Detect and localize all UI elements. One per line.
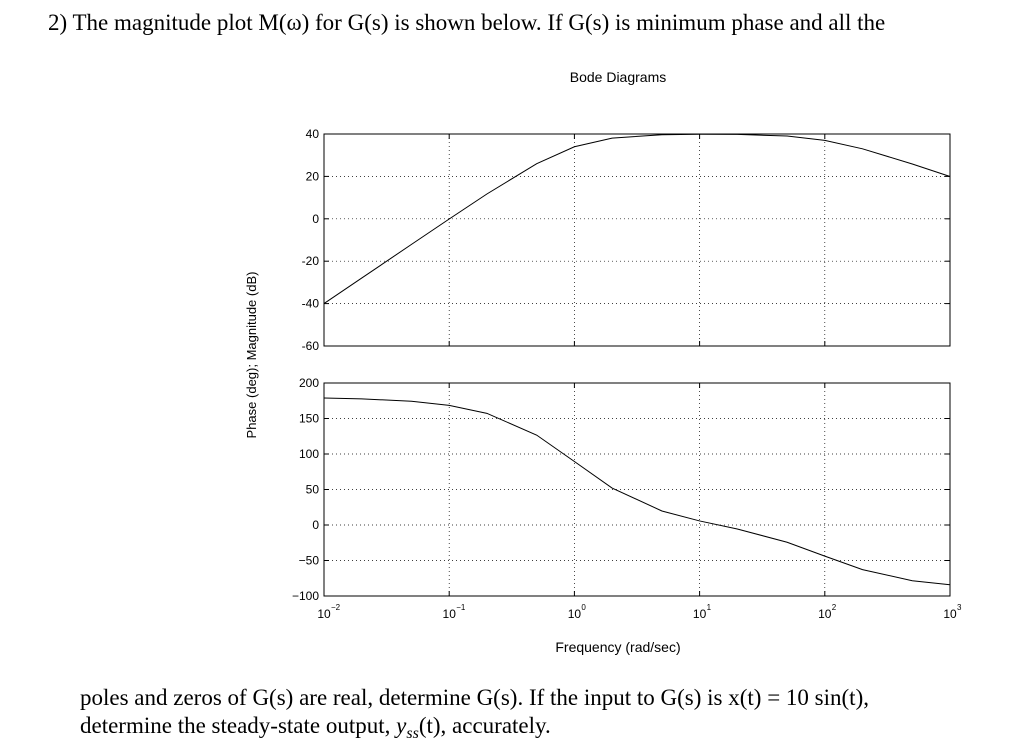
question-line: determine the steady-state output, yss(t…	[80, 713, 551, 742]
text: determine the steady-state output,	[80, 713, 396, 738]
x-axis-label: Frequency (rad/sec)	[555, 639, 680, 655]
y-tick-label: -20	[302, 254, 320, 268]
text: ss	[406, 725, 418, 742]
question-line: poles and zeros of G(s) are real, determ…	[80, 685, 869, 710]
y-tick-label: 20	[306, 169, 320, 183]
y-tick-label: −50	[299, 554, 320, 568]
x-tick-label: 10	[693, 607, 707, 621]
x-tick-exponent: 1	[707, 603, 712, 612]
data-line	[323, 397, 951, 586]
y-tick-label: 0	[312, 212, 319, 226]
x-tick-exponent: −2	[331, 603, 341, 612]
x-tick-label: 10	[943, 607, 957, 621]
y-axis-label: Phase (deg); Magnitude (dB)	[244, 272, 259, 439]
text: (t), accurately.	[419, 713, 551, 738]
question-line: 2) The magnitude plot M(ω) for G(s) is s…	[48, 10, 885, 35]
x-tick-label: 10	[818, 607, 832, 621]
x-tick-exponent: 2	[832, 603, 837, 612]
y-tick-label: 150	[299, 412, 319, 426]
data-line	[323, 133, 951, 305]
y-tick-label: −100	[292, 589, 319, 603]
x-tick-label: 10	[317, 607, 331, 621]
x-tick-exponent: 0	[581, 603, 586, 612]
x-tick-exponent: 3	[957, 603, 962, 612]
text: y	[394, 713, 407, 738]
y-tick-label: 40	[306, 127, 320, 141]
chart-title: Bode Diagrams	[570, 69, 667, 85]
y-tick-label: 0	[312, 518, 319, 532]
y-tick-label: 100	[299, 447, 319, 461]
y-tick-label: -60	[302, 339, 320, 353]
x-tick-label: 10	[443, 607, 457, 621]
x-tick-exponent: −1	[456, 603, 466, 612]
x-tick-label: 10	[568, 607, 582, 621]
y-tick-label: 50	[306, 483, 320, 497]
y-tick-label: -40	[302, 297, 320, 311]
y-tick-label: 200	[299, 376, 319, 390]
